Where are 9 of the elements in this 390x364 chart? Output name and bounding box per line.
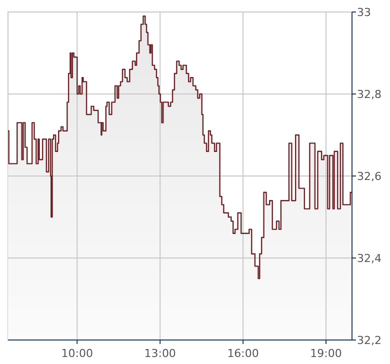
y-tick-label: 32,6 [357,170,382,183]
x-tick-label: 19:00 [310,347,342,360]
y-tick-label: 32,4 [357,252,382,265]
y-tick-label: 33 [357,6,371,19]
x-tick-label: 10:00 [61,347,93,360]
y-tick-label: 32,2 [357,334,382,347]
x-tick-label: 13:00 [144,347,176,360]
y-tick-label: 32,8 [357,88,382,101]
x-tick-label: 16:00 [227,347,259,360]
